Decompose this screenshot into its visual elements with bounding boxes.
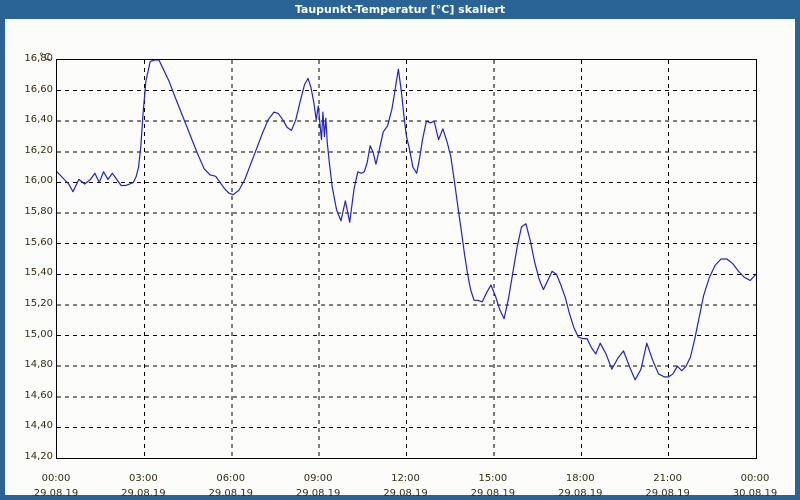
y-axis-tick-label: 14,80 xyxy=(24,359,53,371)
x-tick-time: 00:00 xyxy=(740,473,770,484)
y-axis-tick-label: 14,20 xyxy=(24,451,53,462)
x-axis-tick-labels: 00:00 29.08.19 03:00 29.08.19 06:00 29.08.19 0… xyxy=(5,19,795,499)
x-tick-date: 29.08.19 xyxy=(383,488,428,499)
x-tick-date: 29.08.19 xyxy=(557,488,603,499)
x-axis-tick-label: 03:00 29.08.19 xyxy=(103,473,183,499)
y-axis-tick-label: 15,20 xyxy=(24,297,53,309)
x-axis-tick-label: 06:00 29.08.19 xyxy=(191,473,271,499)
x-tick-time: 15:00 xyxy=(478,473,508,484)
y-axis-unit-label: °C xyxy=(39,52,51,63)
y-axis-tick-label: 16,80 xyxy=(24,53,53,64)
x-tick-time: 09:00 xyxy=(303,473,333,484)
x-tick-date: 29.08.19 xyxy=(121,488,166,499)
x-axis-tick-label: 18:00 29.08.19 xyxy=(540,473,620,499)
y-axis-tick-labels: 16,80 16,60 16,40 16,20 16,00 15,80 15,60 15,40… xyxy=(5,19,53,495)
x-axis-tick-label: 12:00 29.08.19 xyxy=(366,473,446,499)
x-tick-time: 06:00 xyxy=(216,473,246,484)
x-tick-date: 29.08.19 xyxy=(645,488,690,499)
gridlines xyxy=(57,60,756,458)
y-axis-tick-label: 16,20 xyxy=(24,144,53,156)
x-axis-tick-label: 00:00 30.08.19 xyxy=(715,473,795,499)
x-tick-time: 00:00 xyxy=(41,473,71,484)
x-tick-time: 03:00 xyxy=(128,473,158,484)
y-axis-tick-label: 15,80 xyxy=(24,206,53,218)
y-axis-tick-label: 15,60 xyxy=(24,236,53,248)
x-tick-time: 21:00 xyxy=(653,473,683,484)
x-tick-date: 29.08.19 xyxy=(33,488,79,499)
x-axis-tick-label: 15:00 29.08.19 xyxy=(453,473,533,499)
y-axis-tick-label: 14,40 xyxy=(24,420,53,432)
y-axis-tick-label: 16,60 xyxy=(24,83,53,95)
plot-area xyxy=(56,59,757,459)
x-axis-tick-label: 09:00 29.08.19 xyxy=(278,473,358,499)
x-axis-tick-label: 21:00 29.08.19 xyxy=(628,473,708,499)
chart-canvas: °C 16,80 16,60 16,40 16,20 16,00 15,80 15,60 15… xyxy=(5,19,795,499)
x-tick-time: 12:00 xyxy=(391,473,420,484)
y-axis-tick-label: 14,60 xyxy=(24,389,53,401)
y-axis-tick-label: 15,40 xyxy=(24,267,53,279)
x-tick-time: 18:00 xyxy=(565,473,595,484)
x-tick-date: 30.08.19 xyxy=(732,488,778,499)
y-axis-tick-label: 16,40 xyxy=(24,114,53,126)
y-axis-tick-label: 16,00 xyxy=(24,175,53,187)
data-series xyxy=(57,60,756,381)
window-title: Taupunkt-Temperatur [°C] skaliert xyxy=(294,3,506,16)
title-bar: Taupunkt-Temperatur [°C] skaliert xyxy=(0,0,800,19)
series-line xyxy=(57,60,756,381)
x-tick-date: 29.08.19 xyxy=(208,488,254,499)
x-tick-date: 29.08.19 xyxy=(295,488,341,499)
y-axis-tick-label: 15,00 xyxy=(24,328,53,340)
x-tick-date: 29.08.19 xyxy=(470,488,516,499)
x-axis-tick-label: 00:00 29.08.19 xyxy=(16,473,96,499)
plot-svg xyxy=(57,60,756,458)
